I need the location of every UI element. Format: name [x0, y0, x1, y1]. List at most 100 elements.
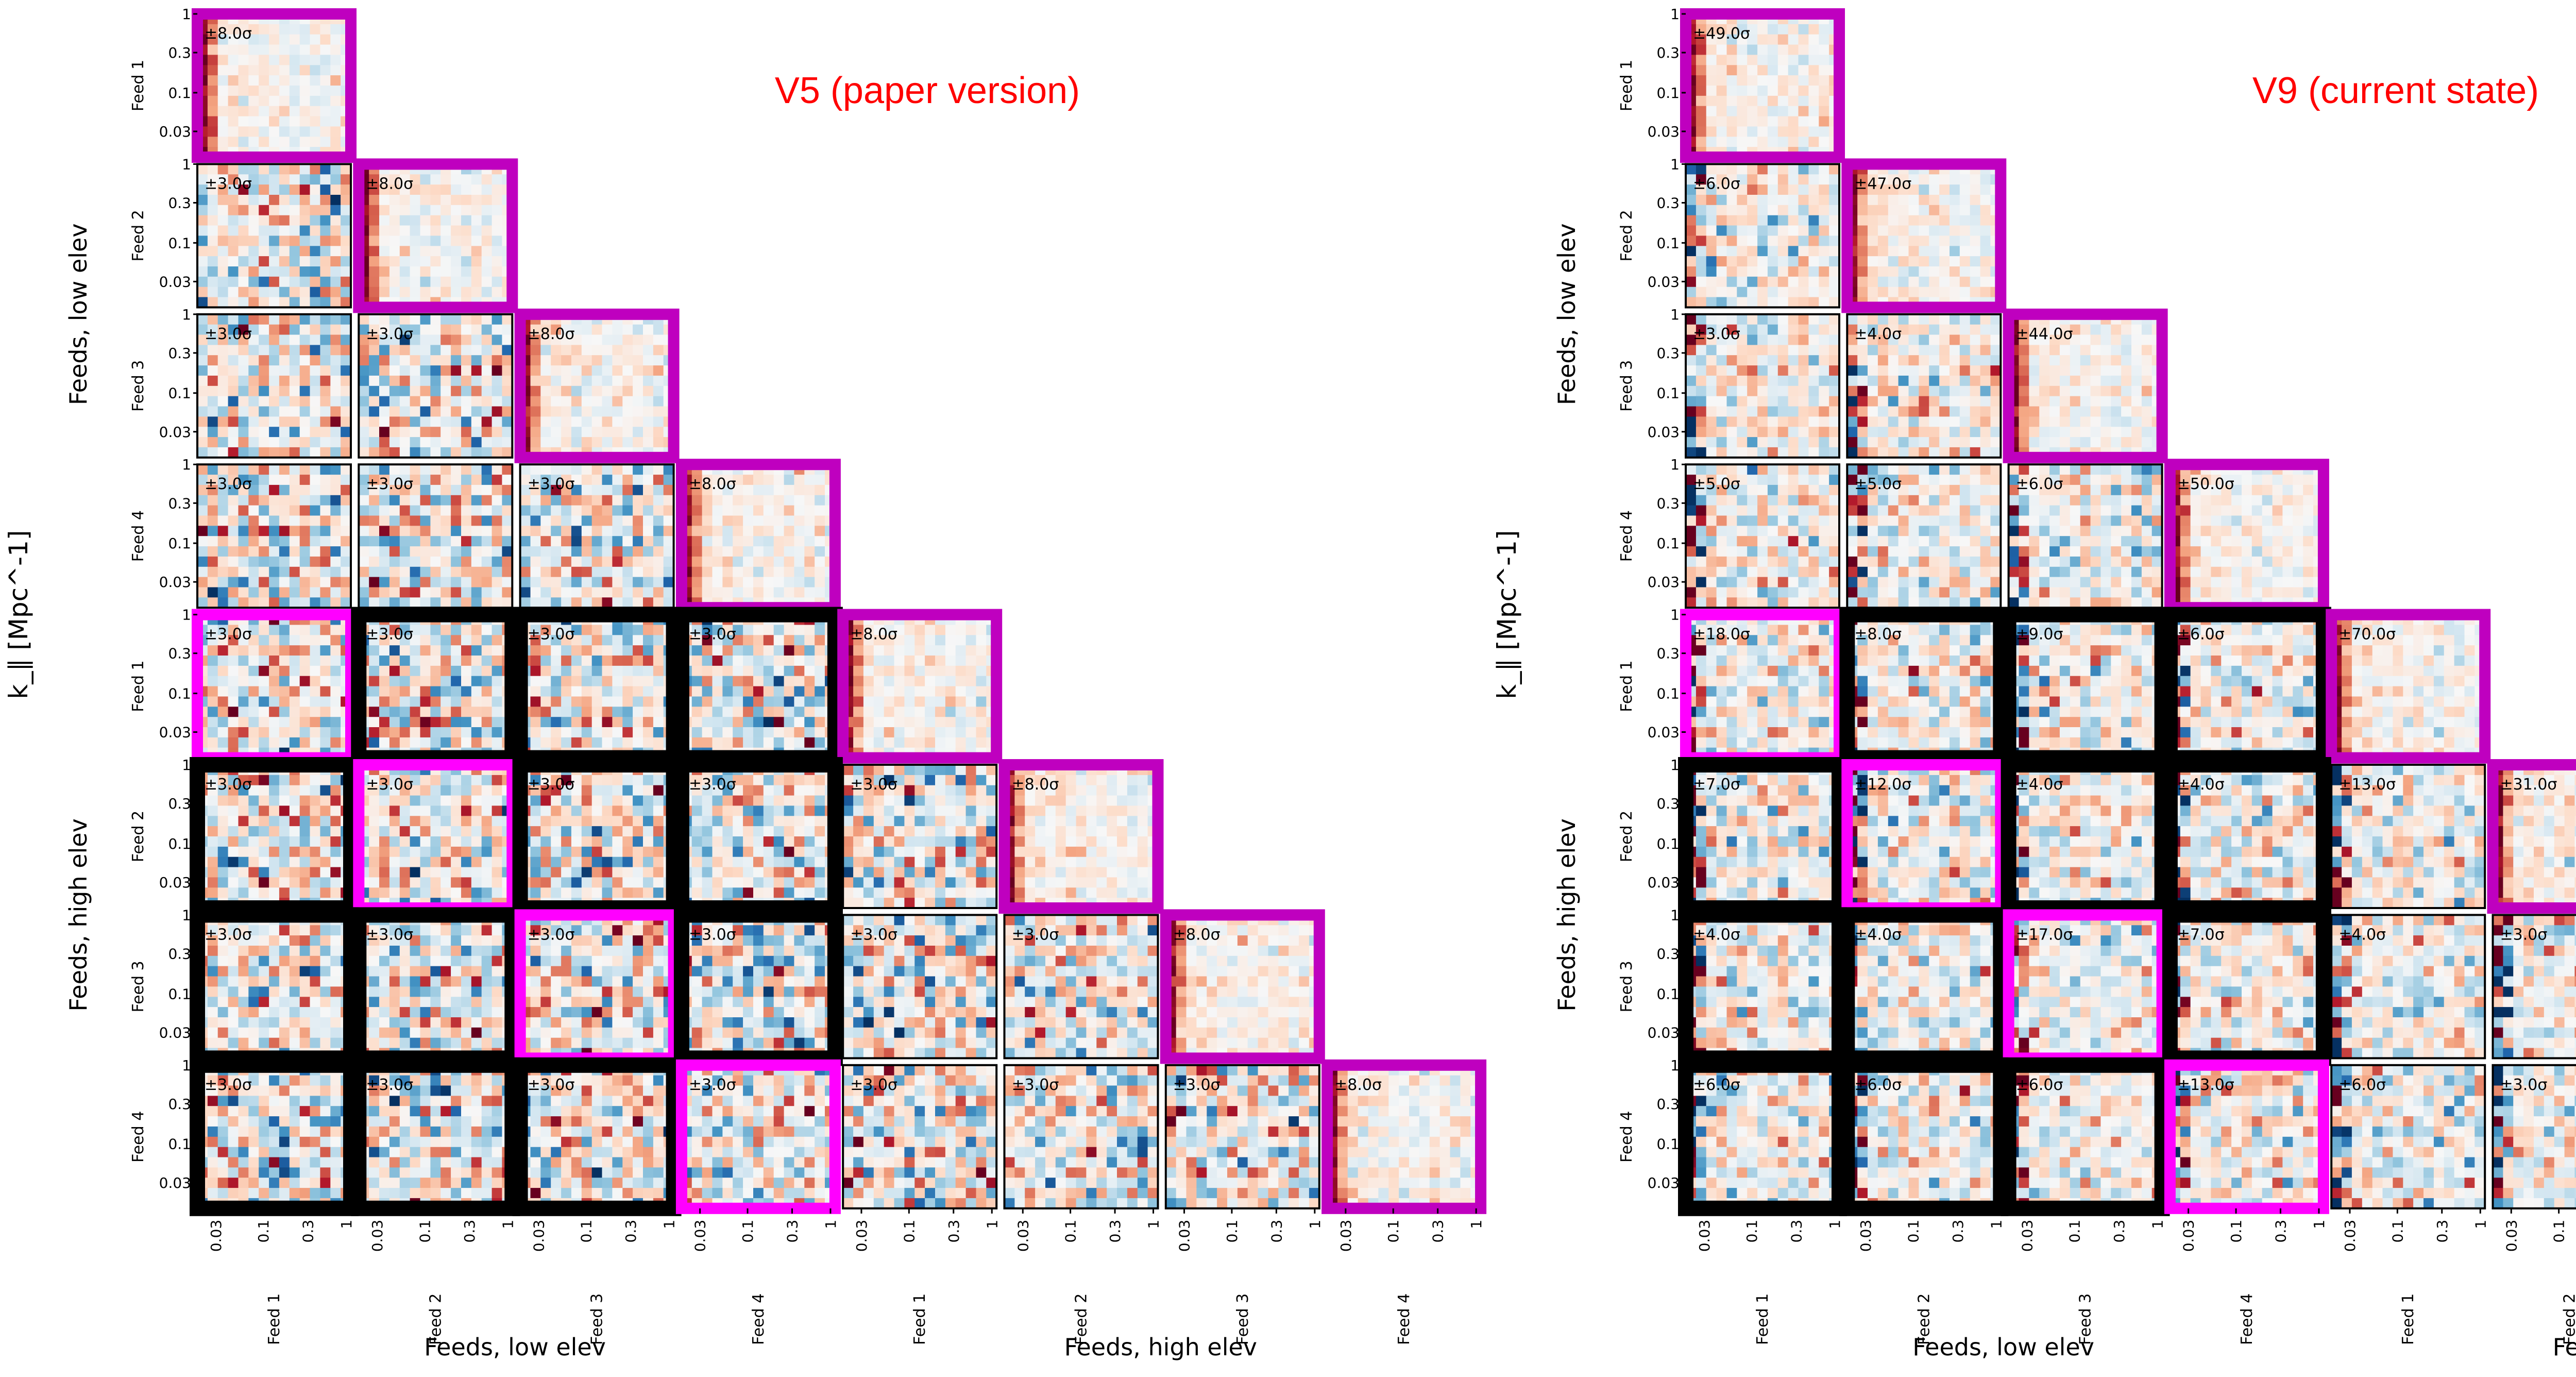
heatmap-cell	[492, 796, 503, 807]
panel: ±8.0σ	[1005, 765, 1159, 909]
heatmap-cell	[956, 877, 967, 888]
heatmap-cell	[722, 557, 733, 567]
heatmap-cell	[492, 536, 503, 547]
heatmap-cell	[341, 376, 351, 387]
heatmap-cell	[420, 625, 431, 636]
heatmap-cell	[330, 536, 341, 547]
heatmap-cell	[259, 857, 269, 868]
heatmap-cell	[208, 867, 218, 878]
heatmap-cell	[804, 796, 815, 807]
heatmap-cell	[228, 676, 239, 687]
heatmap-cell	[400, 826, 411, 837]
heatmap-cell	[228, 1007, 239, 1018]
heatmap-cell	[320, 1017, 331, 1028]
heatmap-cell	[764, 656, 774, 666]
heatmap-cell	[300, 126, 311, 137]
heatmap-cell	[248, 164, 259, 175]
heatmap-cell	[653, 386, 664, 397]
heatmap-cell	[451, 966, 462, 977]
heatmap-cell	[1076, 867, 1087, 878]
heatmap-cell	[935, 836, 946, 847]
heatmap-cell	[853, 805, 864, 816]
heatmap-cell	[228, 126, 239, 137]
heatmap-cell	[713, 826, 723, 837]
heatmap-cell	[633, 396, 643, 407]
y-tick-label: 0.1	[168, 835, 191, 852]
heatmap-cell	[986, 805, 997, 816]
heatmap-cell	[420, 557, 431, 567]
y-tick-label: 0.1	[168, 385, 191, 402]
heatmap-cell	[420, 416, 431, 427]
heatmap-cell	[492, 427, 503, 438]
heatmap-cell	[815, 587, 825, 598]
heatmap-cell	[300, 536, 311, 547]
heatmap-cell	[492, 407, 503, 417]
heatmap-cell	[400, 645, 411, 656]
heatmap-cell	[300, 335, 311, 346]
panel: ±3.0σ	[843, 765, 997, 909]
heatmap-cell	[653, 376, 664, 387]
heatmap-cell	[1014, 867, 1025, 878]
heatmap-cell	[561, 464, 572, 475]
heatmap-cell	[279, 386, 290, 397]
heatmap-cell	[692, 707, 703, 717]
heatmap-cell	[320, 355, 331, 366]
heatmap-cell	[1014, 805, 1025, 816]
heatmap-cell	[774, 796, 785, 807]
heatmap-cell	[239, 666, 249, 677]
heatmap-cell	[531, 816, 541, 827]
heatmap-cell	[440, 195, 451, 206]
heatmap-cell	[279, 986, 290, 997]
heatmap-cell	[310, 925, 321, 936]
heatmap-cell	[874, 805, 885, 816]
heatmap-cell	[1066, 796, 1077, 807]
heatmap-cell	[269, 287, 280, 298]
heatmap-cell	[1014, 877, 1025, 888]
heatmap-cell	[290, 65, 300, 76]
heatmap-cell	[551, 805, 562, 816]
heatmap-cell	[369, 986, 380, 997]
heatmap-cell	[874, 765, 885, 776]
heatmap-cell	[966, 898, 977, 909]
heatmap-cell	[259, 686, 269, 697]
heatmap-cell	[259, 625, 269, 636]
heatmap-cell	[843, 816, 854, 827]
heatmap-cell	[330, 737, 341, 748]
heatmap-cell	[369, 287, 380, 298]
heatmap-cell	[330, 816, 341, 827]
heatmap-cell	[430, 796, 441, 807]
heatmap-cell	[784, 625, 795, 636]
heatmap-cell	[320, 826, 331, 837]
heatmap-cell	[320, 676, 331, 687]
heatmap-cell	[259, 1038, 269, 1049]
heatmap-cell	[461, 925, 472, 936]
heatmap-cell	[420, 335, 431, 346]
heatmap-cell	[582, 567, 592, 578]
heatmap-cell	[743, 635, 754, 646]
heatmap-cell	[300, 376, 311, 387]
heatmap-cell	[248, 495, 259, 506]
heatmap-cell	[389, 256, 400, 266]
heatmap-cell	[904, 707, 915, 717]
heatmap-cell	[239, 977, 249, 987]
heatmap-cell	[440, 567, 451, 578]
heatmap-cell	[320, 65, 331, 76]
heatmap-cell	[894, 686, 905, 697]
heatmap-cell	[863, 765, 874, 776]
heatmap-cell	[430, 567, 441, 578]
heatmap-cell	[540, 847, 551, 858]
heatmap-cell	[320, 55, 331, 65]
heatmap-cell	[451, 205, 462, 216]
heatmap-cell	[874, 816, 885, 827]
heatmap-cell	[410, 546, 421, 557]
heatmap-cell	[945, 898, 956, 909]
heatmap-cell	[451, 1028, 462, 1038]
heatmap-cell	[784, 526, 795, 536]
heatmap-cell	[290, 557, 300, 567]
heatmap-cell	[269, 826, 280, 837]
heatmap-cell	[482, 437, 493, 448]
heatmap-cell	[643, 785, 654, 796]
heatmap-cell	[571, 717, 582, 728]
heatmap-cell	[540, 887, 551, 898]
heatmap-cell	[330, 325, 341, 335]
